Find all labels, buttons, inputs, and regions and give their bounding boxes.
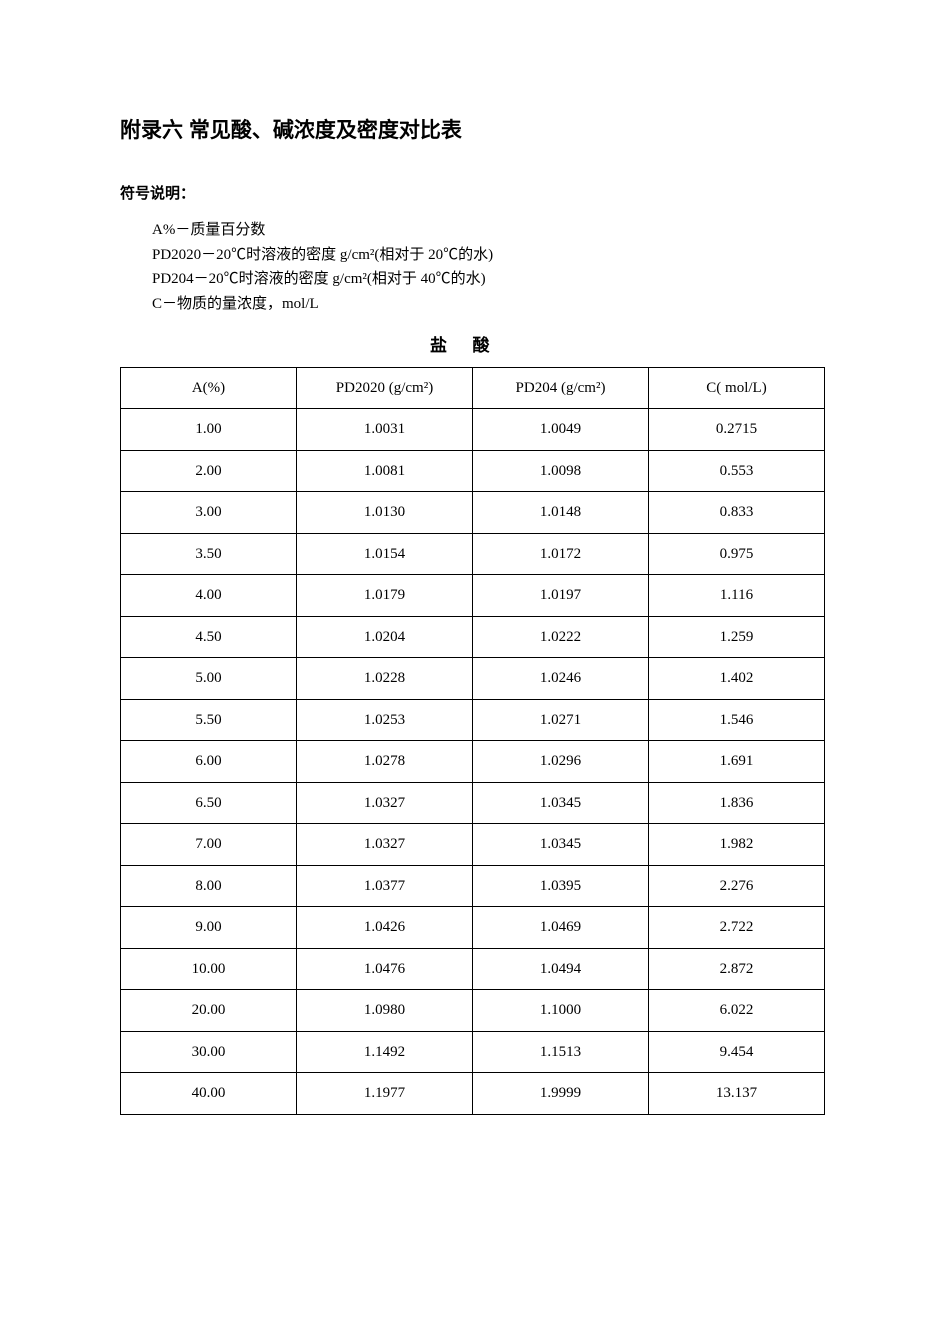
table-cell: 1.0494 [473, 948, 649, 990]
table-cell: 13.137 [649, 1073, 825, 1115]
table-cell: 0.833 [649, 492, 825, 534]
symbol-line-4: C－物质的量浓度，mol/L [152, 293, 825, 316]
table-cell: 5.50 [121, 699, 297, 741]
table-cell: 1.0031 [297, 409, 473, 451]
table-cell: 1.1000 [473, 990, 649, 1032]
table-cell: 6.00 [121, 741, 297, 783]
table-cell: 1.0253 [297, 699, 473, 741]
table-cell: 1.0154 [297, 533, 473, 575]
section-label: 符号说明： [120, 183, 825, 206]
table-row: 20.001.09801.10006.022 [121, 990, 825, 1032]
table-cell: 0.553 [649, 450, 825, 492]
table-cell: 40.00 [121, 1073, 297, 1115]
table-cell: 3.00 [121, 492, 297, 534]
table-cell: 1.691 [649, 741, 825, 783]
table-cell: 1.1977 [297, 1073, 473, 1115]
table-cell: 10.00 [121, 948, 297, 990]
table-row: 10.001.04761.04942.872 [121, 948, 825, 990]
table-cell: 1.402 [649, 658, 825, 700]
table-cell: 1.0327 [297, 824, 473, 866]
table-body: 1.001.00311.00490.27152.001.00811.00980.… [121, 409, 825, 1115]
table-row: 6.001.02781.02961.691 [121, 741, 825, 783]
symbol-line-2: ΡD2020－20℃时溶液的密度 g/cm²(相对于 20℃的水) [152, 244, 825, 267]
table-cell: 1.0228 [297, 658, 473, 700]
table-cell: 1.0327 [297, 782, 473, 824]
table-cell: 1.546 [649, 699, 825, 741]
data-table: A(%) ΡD2020 (g/cm²) ΡD204 (g/cm²) C( mol… [120, 367, 825, 1115]
table-cell: 2.872 [649, 948, 825, 990]
table-row: 3.001.01301.01480.833 [121, 492, 825, 534]
table-cell: 7.00 [121, 824, 297, 866]
table-cell: 1.0148 [473, 492, 649, 534]
col-header-d2020: ΡD2020 (g/cm²) [297, 367, 473, 409]
table-row: 5.501.02531.02711.546 [121, 699, 825, 741]
table-cell: 6.50 [121, 782, 297, 824]
table-cell: 1.0197 [473, 575, 649, 617]
table-cell: 1.0469 [473, 907, 649, 949]
table-cell: 9.00 [121, 907, 297, 949]
table-cell: 1.00 [121, 409, 297, 451]
table-cell: 30.00 [121, 1031, 297, 1073]
table-row: 2.001.00811.00980.553 [121, 450, 825, 492]
table-cell: 1.0130 [297, 492, 473, 534]
table-cell: 1.0980 [297, 990, 473, 1032]
table-cell: 1.0345 [473, 782, 649, 824]
col-header-a: A(%) [121, 367, 297, 409]
table-cell: 1.0049 [473, 409, 649, 451]
table-cell: 2.00 [121, 450, 297, 492]
symbol-line-3: ΡD204－20℃时溶液的密度 g/cm²(相对于 40℃的水) [152, 268, 825, 291]
table-row: 9.001.04261.04692.722 [121, 907, 825, 949]
table-cell: 1.0246 [473, 658, 649, 700]
table-row: 4.501.02041.02221.259 [121, 616, 825, 658]
table-cell: 5.00 [121, 658, 297, 700]
table-caption: 盐酸 [120, 333, 825, 359]
table-cell: 1.259 [649, 616, 825, 658]
table-cell: 6.022 [649, 990, 825, 1032]
table-cell: 0.975 [649, 533, 825, 575]
table-cell: 4.00 [121, 575, 297, 617]
table-cell: 20.00 [121, 990, 297, 1032]
table-row: 1.001.00311.00490.2715 [121, 409, 825, 451]
table-cell: 1.836 [649, 782, 825, 824]
table-cell: 1.9999 [473, 1073, 649, 1115]
table-cell: 1.0377 [297, 865, 473, 907]
table-cell: 1.982 [649, 824, 825, 866]
table-cell: 2.722 [649, 907, 825, 949]
table-row: 4.001.01791.01971.116 [121, 575, 825, 617]
table-cell: 1.0345 [473, 824, 649, 866]
table-row: 7.001.03271.03451.982 [121, 824, 825, 866]
table-row: 40.001.19771.999913.137 [121, 1073, 825, 1115]
table-cell: 1.0081 [297, 450, 473, 492]
col-header-c: C( mol/L) [649, 367, 825, 409]
table-cell: 1.0476 [297, 948, 473, 990]
table-cell: 0.2715 [649, 409, 825, 451]
table-row: 5.001.02281.02461.402 [121, 658, 825, 700]
table-header-row: A(%) ΡD2020 (g/cm²) ΡD204 (g/cm²) C( mol… [121, 367, 825, 409]
table-cell: 1.0271 [473, 699, 649, 741]
table-row: 8.001.03771.03952.276 [121, 865, 825, 907]
table-cell: 1.0426 [297, 907, 473, 949]
table-cell: 9.454 [649, 1031, 825, 1073]
table-cell: 1.116 [649, 575, 825, 617]
symbol-line-1: A%－质量百分数 [152, 219, 825, 242]
table-row: 3.501.01541.01720.975 [121, 533, 825, 575]
table-cell: 1.0278 [297, 741, 473, 783]
table-cell: 1.0296 [473, 741, 649, 783]
table-row: 30.001.14921.15139.454 [121, 1031, 825, 1073]
page-title: 附录六 常见酸、碱浓度及密度对比表 [120, 115, 825, 147]
table-cell: 2.276 [649, 865, 825, 907]
table-cell: 8.00 [121, 865, 297, 907]
col-header-d204: ΡD204 (g/cm²) [473, 367, 649, 409]
table-cell: 1.0172 [473, 533, 649, 575]
table-cell: 1.1513 [473, 1031, 649, 1073]
table-cell: 3.50 [121, 533, 297, 575]
table-cell: 1.1492 [297, 1031, 473, 1073]
table-cell: 4.50 [121, 616, 297, 658]
table-cell: 1.0222 [473, 616, 649, 658]
table-row: 6.501.03271.03451.836 [121, 782, 825, 824]
table-cell: 1.0098 [473, 450, 649, 492]
table-cell: 1.0395 [473, 865, 649, 907]
table-cell: 1.0204 [297, 616, 473, 658]
table-cell: 1.0179 [297, 575, 473, 617]
